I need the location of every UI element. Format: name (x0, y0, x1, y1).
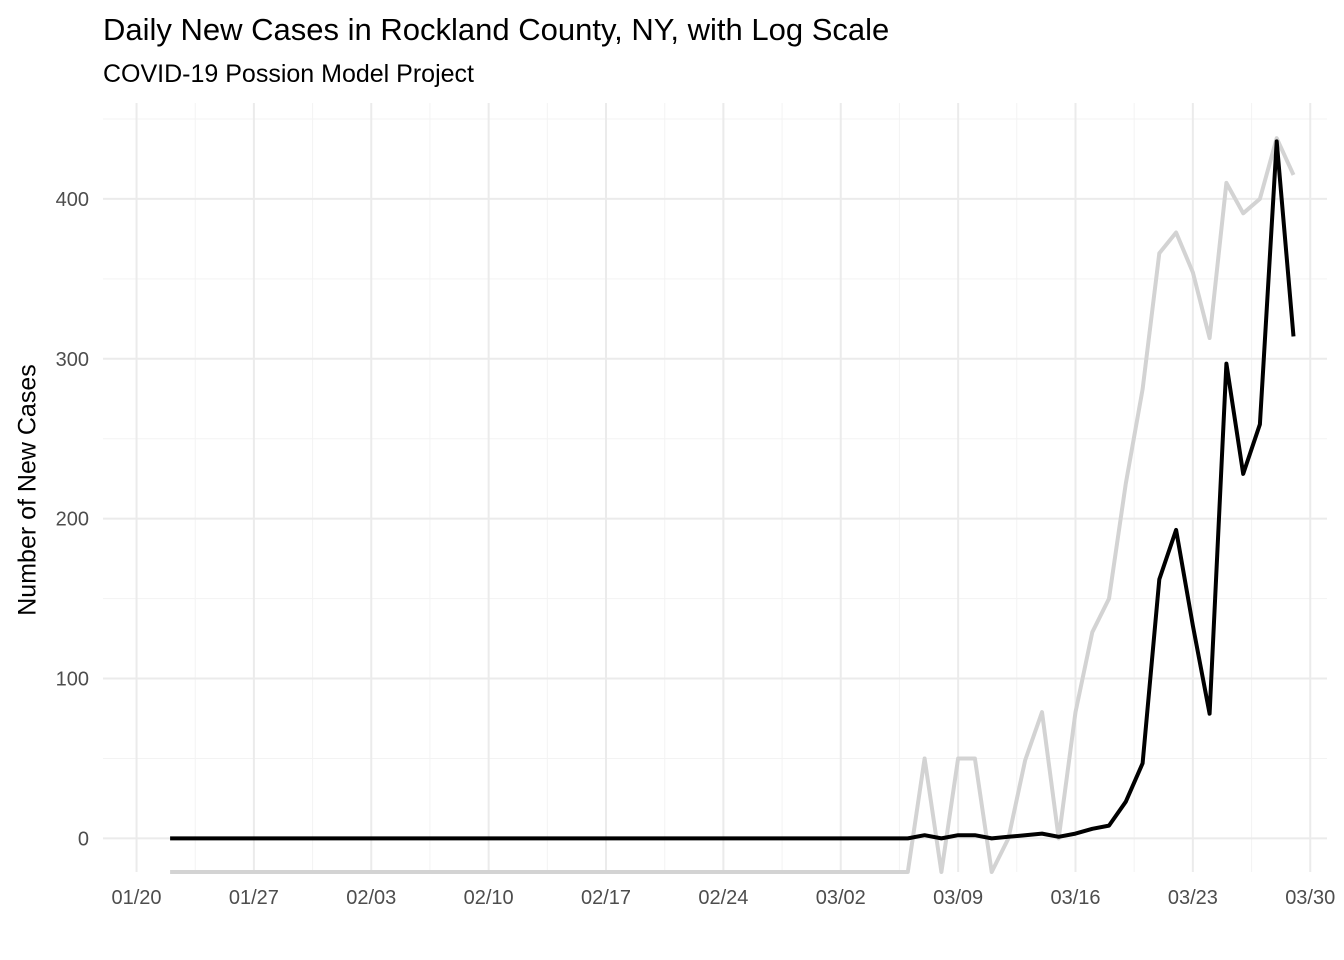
y-tick-label: 100 (56, 669, 89, 691)
y-tick-label: 300 (56, 349, 89, 371)
y-tick-label: 200 (56, 509, 89, 531)
x-tick-labels: 01/20 01/27 02/03 02/10 02/17 02/24 03/02 03/09… (112, 887, 1336, 909)
series-layer (170, 136, 1296, 874)
x-tick-label: 02/10 (464, 887, 514, 909)
x-tick-label: 03/09 (933, 887, 983, 909)
chart-subtitle: COVID-19 Possion Model Project (103, 60, 474, 88)
x-tick-label: 03/23 (1168, 887, 1218, 909)
series-line-1 (170, 136, 1296, 874)
x-tick-label: 03/02 (816, 887, 866, 909)
y-tick-labels: 0 100 200 300 400 (56, 189, 89, 851)
x-tick-label: 03/16 (1050, 887, 1100, 909)
x-tick-label: 01/20 (112, 887, 162, 909)
x-tick-label: 02/03 (346, 887, 396, 909)
major-grid (103, 103, 1327, 872)
minor-grid (103, 103, 1327, 872)
x-tick-label: 01/27 (229, 887, 279, 909)
x-tick-label: 03/30 (1285, 887, 1335, 909)
series-line-2 (170, 139, 1296, 841)
y-tick-label: 0 (78, 828, 89, 850)
y-tick-label: 400 (56, 189, 89, 211)
chart-title: Daily New Cases in Rockland County, NY, … (103, 12, 890, 47)
x-tick-label: 02/17 (581, 887, 631, 909)
x-tick-label: 02/24 (698, 887, 748, 909)
